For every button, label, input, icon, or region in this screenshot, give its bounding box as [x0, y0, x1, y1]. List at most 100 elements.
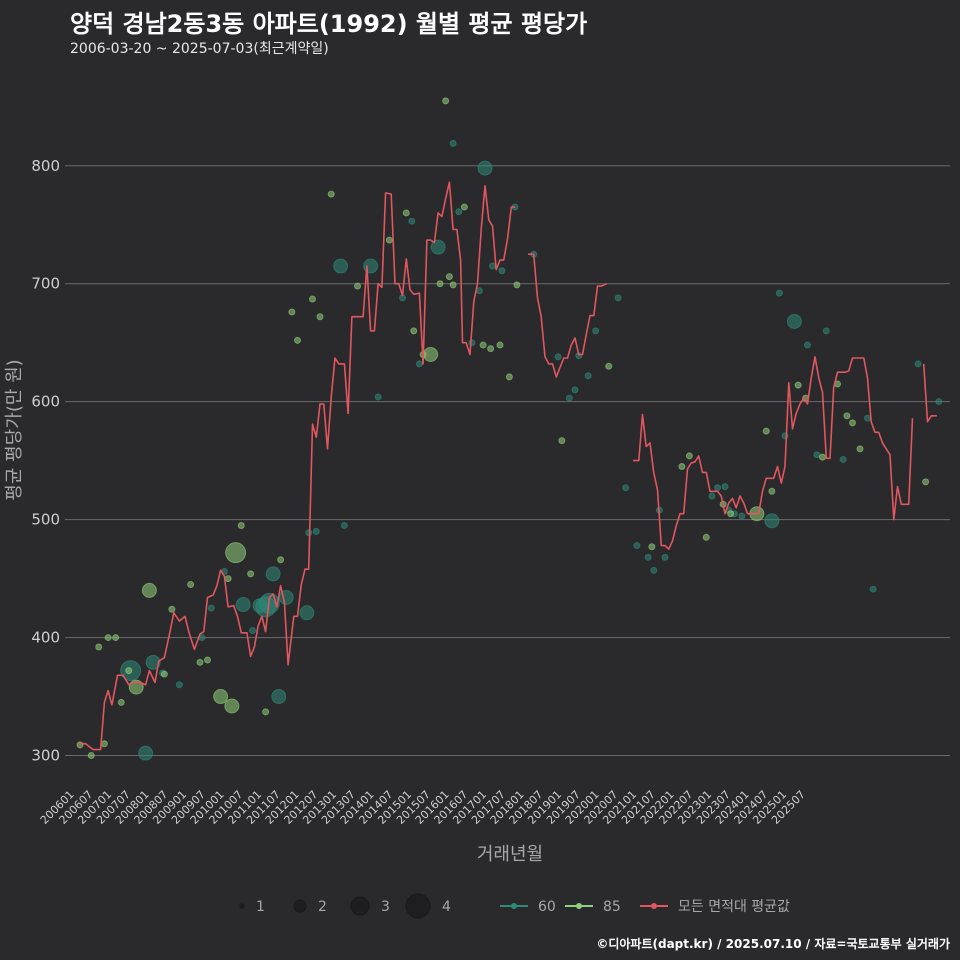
point-85: [487, 345, 495, 353]
point-85: [922, 478, 930, 486]
point-85: [849, 419, 856, 427]
point-60: [175, 681, 183, 689]
y-axis-ticks: 300 400 500 600 700 800: [31, 157, 60, 765]
point-60: [333, 258, 349, 274]
point-85: [125, 667, 133, 675]
point-60: [914, 360, 922, 368]
point-85: [727, 510, 735, 518]
point-60: [839, 455, 847, 463]
point-60: [145, 654, 161, 670]
point-85: [288, 308, 296, 316]
point-85: [160, 670, 168, 678]
x-axis-label: 거래년월: [477, 844, 543, 865]
avg-line-segment: [78, 181, 515, 751]
point-60: [265, 566, 281, 582]
point-85: [385, 236, 393, 244]
point-85: [460, 203, 468, 211]
point-60: [340, 522, 348, 530]
point-85: [794, 381, 802, 389]
y-tick-label: 300: [31, 747, 60, 765]
point-60: [764, 513, 780, 529]
point-85: [316, 313, 324, 321]
point-60: [804, 341, 811, 349]
point-60: [622, 484, 630, 492]
y-tick-label: 400: [31, 629, 60, 647]
legend-marker-0: [511, 903, 517, 909]
point-85: [100, 740, 108, 748]
point-60: [708, 492, 716, 500]
point-85: [449, 281, 457, 289]
point-85: [196, 658, 204, 666]
point-85: [410, 327, 418, 335]
legend-size-label: 4: [442, 899, 451, 915]
legend-size-4: [405, 893, 431, 919]
point-60: [475, 287, 483, 295]
y-tick-label: 500: [31, 511, 60, 529]
point-60: [822, 327, 830, 335]
point-85: [95, 643, 103, 651]
point-85: [204, 656, 211, 664]
point-85: [479, 341, 487, 349]
legend-marker-2: [651, 903, 657, 909]
point-60: [786, 313, 802, 329]
point-85: [819, 453, 826, 461]
point-85: [187, 580, 195, 588]
avg-line-segment: [922, 363, 937, 423]
point-85: [423, 346, 439, 362]
point-85: [685, 452, 693, 460]
point-85: [225, 542, 247, 564]
point-60: [374, 393, 382, 401]
avg-line-segment: [633, 355, 914, 550]
point-85: [309, 295, 316, 303]
point-85: [442, 97, 450, 105]
point-60: [278, 589, 294, 605]
point-60: [813, 451, 821, 459]
scatter-points: [76, 97, 943, 761]
point-60: [305, 529, 313, 537]
point-60: [468, 339, 476, 347]
point-60: [489, 262, 496, 270]
point-60: [138, 745, 154, 761]
point-85: [277, 556, 285, 564]
point-85: [294, 336, 301, 344]
point-60: [363, 258, 379, 274]
point-85: [678, 463, 686, 471]
point-85: [141, 582, 157, 598]
point-85: [224, 575, 232, 583]
point-60: [864, 414, 871, 422]
point-60: [869, 585, 877, 593]
legend-size-label: 3: [381, 899, 390, 915]
point-85: [768, 487, 776, 495]
legend-size-1: [239, 903, 245, 909]
point-60: [449, 139, 457, 147]
point-85: [213, 689, 229, 705]
legend-series-label: 60: [538, 899, 556, 915]
point-60: [312, 527, 320, 535]
point-60: [592, 327, 600, 335]
point-85: [762, 427, 770, 435]
point-85: [87, 752, 95, 760]
grid-lines: [65, 165, 950, 757]
average-line: [78, 181, 937, 751]
point-85: [224, 698, 240, 714]
chart-subtitle: 2006-03-20 ~ 2025-07-03(최근계약일): [70, 41, 329, 57]
legend-size-3: [350, 896, 370, 916]
point-85: [856, 445, 864, 453]
point-60: [738, 512, 746, 520]
point-85: [402, 209, 410, 217]
point-85: [117, 698, 125, 706]
point-60: [430, 239, 446, 255]
point-85: [354, 282, 361, 290]
point-85: [513, 281, 521, 289]
point-60: [408, 217, 416, 225]
point-60: [775, 289, 783, 297]
legend-size-2: [293, 899, 307, 913]
point-85: [605, 362, 613, 370]
point-85: [505, 373, 513, 381]
point-60: [584, 372, 592, 380]
y-tick-label: 700: [31, 275, 60, 293]
point-60: [721, 483, 729, 491]
footer-credit: ©디아파트(dapt.kr) / 2025.07.10 / 자료=국토교통부 실…: [596, 937, 950, 951]
point-85: [327, 190, 335, 198]
